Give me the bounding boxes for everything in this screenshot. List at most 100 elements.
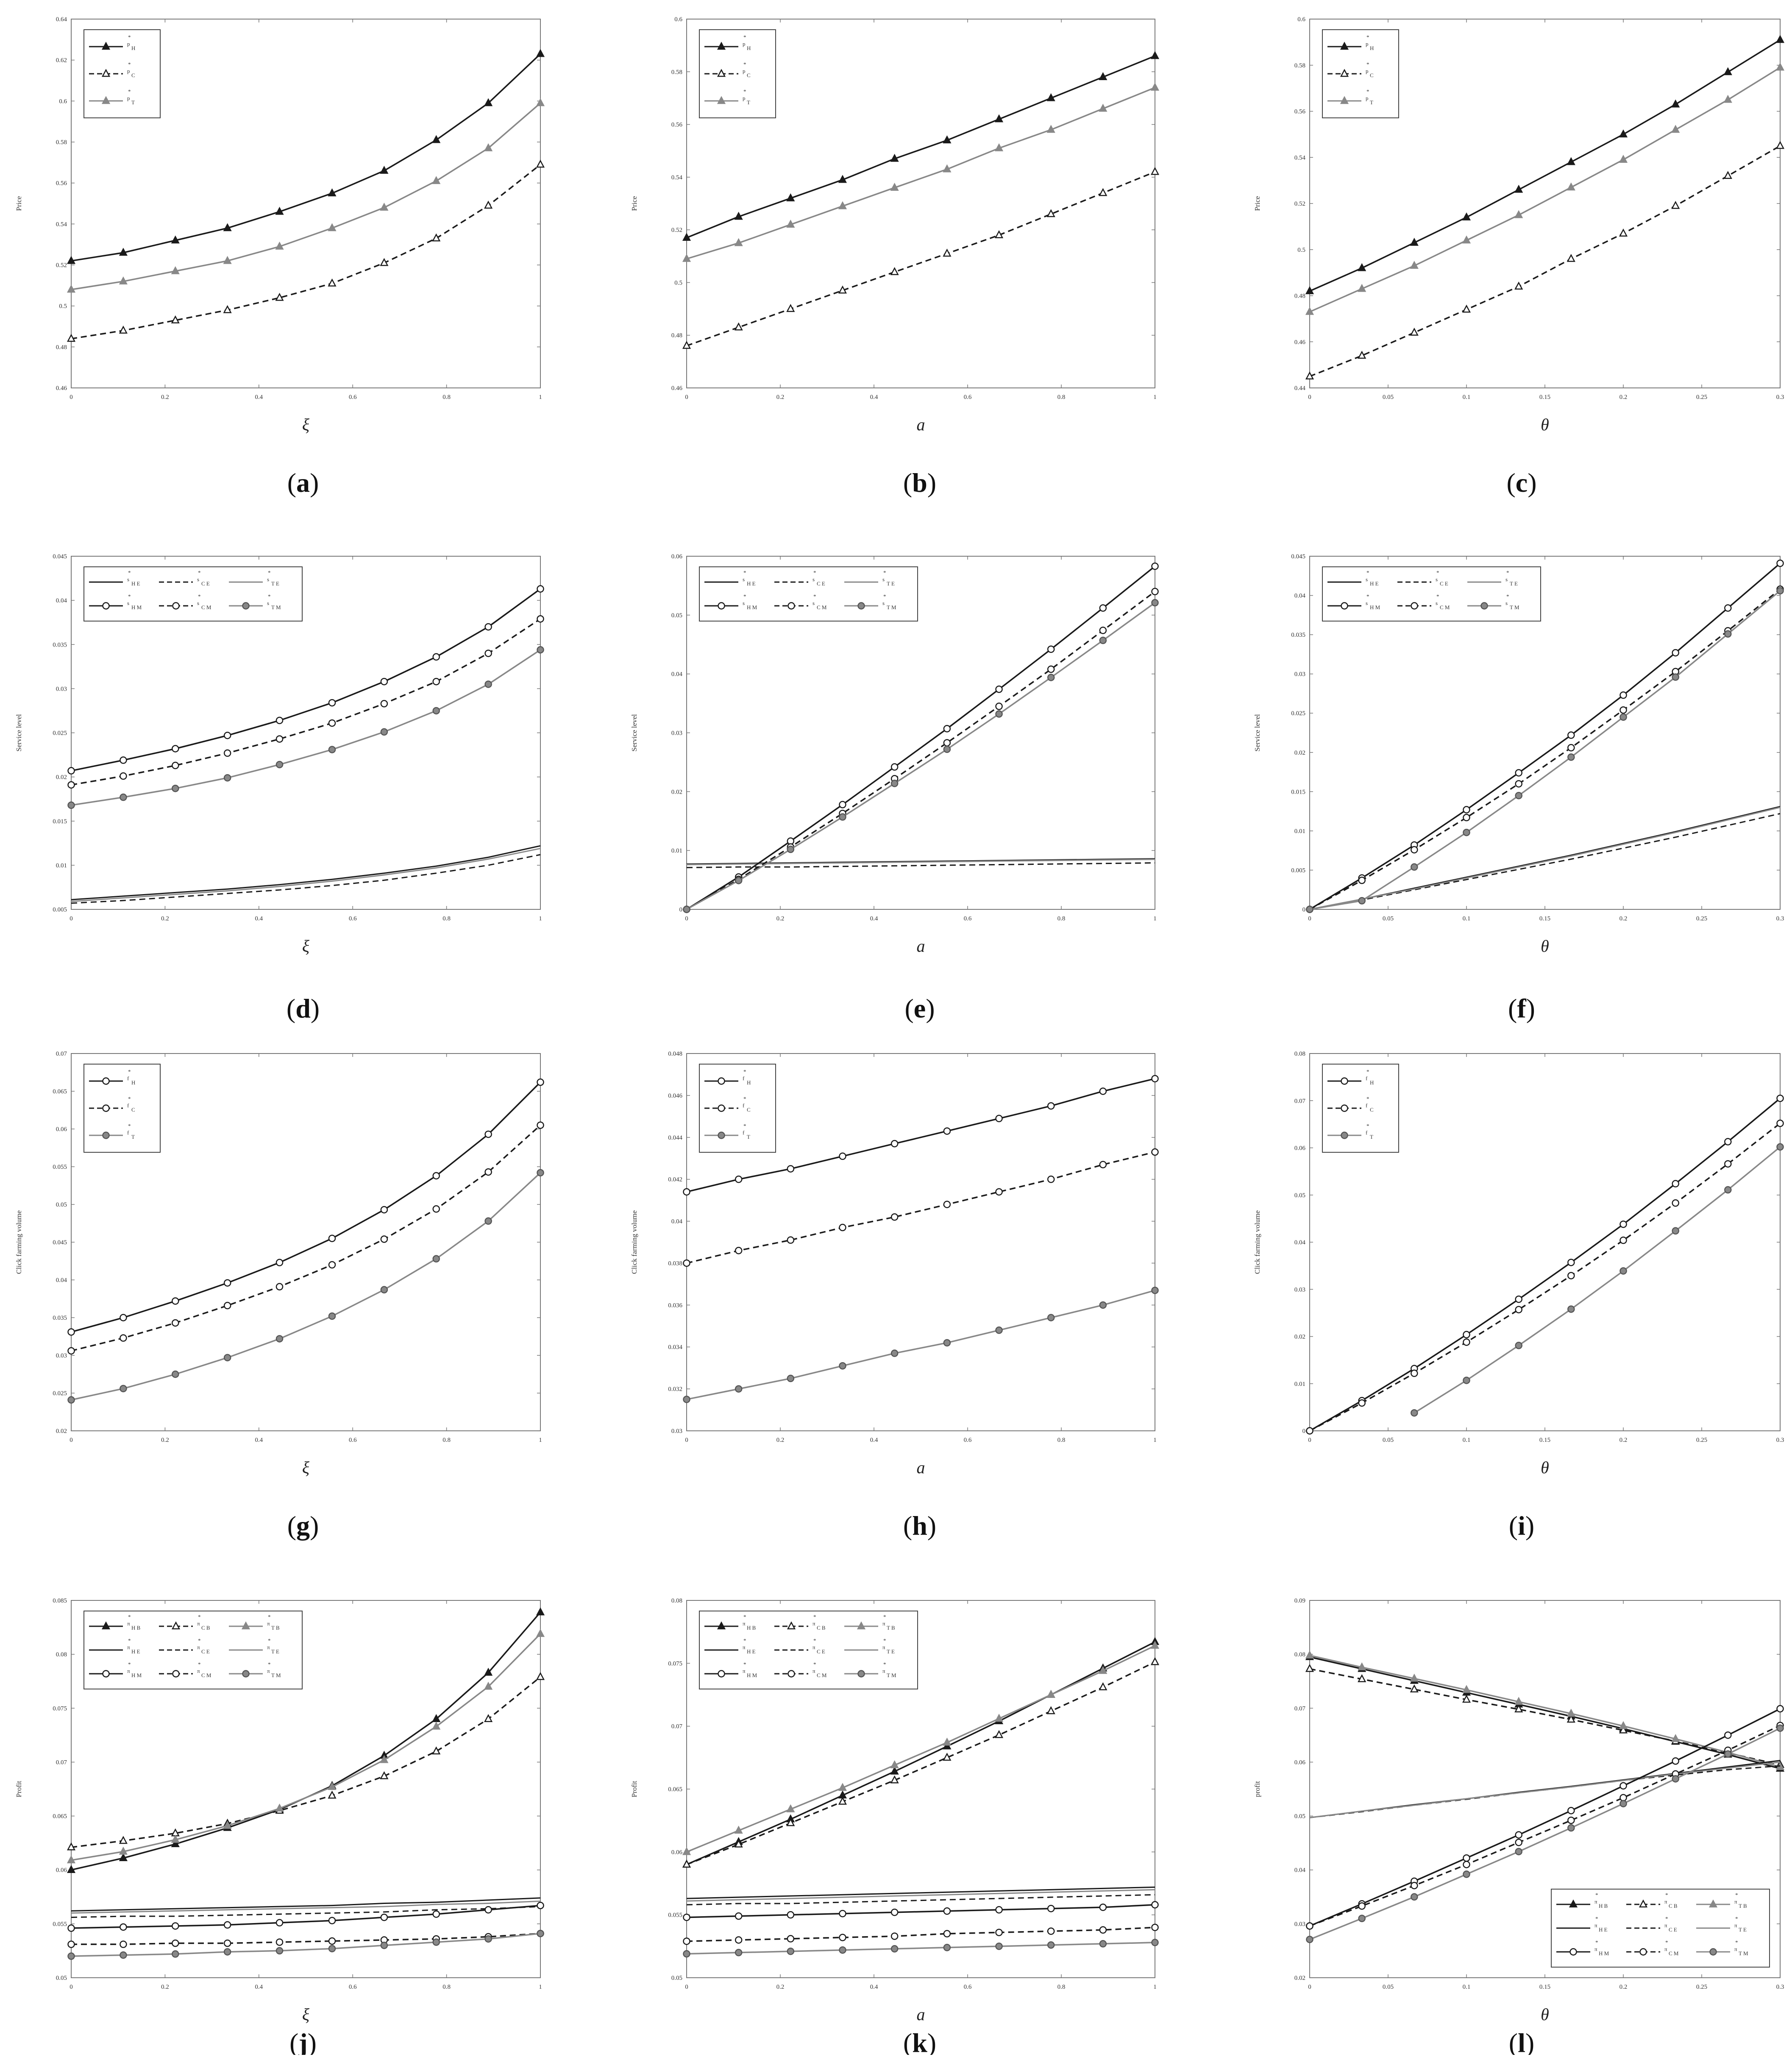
series-line [71,1897,541,1912]
data-point [484,143,493,151]
legend-star: * [743,1095,746,1102]
data-point [172,1370,179,1378]
data-point [223,305,232,313]
data-point [1410,237,1419,246]
y-tick-label: 0.025 [53,1390,67,1397]
data-point [484,98,493,106]
data-point [1462,1695,1471,1703]
y-tick-label: 0.58 [1294,62,1305,69]
series-s*CM [67,615,544,789]
data-point [943,1753,952,1761]
legend-marker [242,602,250,610]
data-point [536,1607,545,1616]
data-point [1515,769,1522,777]
x-axis-label: ξ [302,1458,310,1477]
panel-caption: (d) [287,993,320,1023]
series-line [71,845,541,900]
y-tick-label: 0.56 [1294,109,1306,115]
legend-subscript: H E [747,1648,756,1655]
chart-l: 0 0.05 0.1 0.15 0.2 0.25 0.3 0.02 0.03 0.04 0.05 0.… [1253,1597,1785,2057]
x-tick-label: 0.8 [442,394,451,401]
legend-subscript: H [747,45,751,51]
y-axis-label: Service level [1253,714,1261,752]
y-tick-label: 0.04 [671,671,683,678]
data-point [1567,1714,1575,1723]
panel-caption: (j) [289,2028,317,2055]
y-tick-label: 0.065 [668,1786,682,1793]
legend-star: * [1665,1939,1668,1946]
series-line [1309,67,1781,313]
data-point [536,159,545,168]
data-point [1724,1750,1732,1758]
x-axis-label: θ [1541,2005,1549,2024]
data-point [1775,35,1785,43]
data-point [223,256,232,264]
legend-label: s [267,600,269,606]
legend-subscript: H [747,1079,751,1086]
legend-marker [718,1104,725,1112]
data-point [1672,1199,1679,1207]
data-point [223,1939,231,1947]
legend-label: f [1366,1129,1368,1136]
data-point [682,340,691,349]
y-tick-label: 0 [679,906,683,913]
data-point [890,153,899,162]
series-line [1309,1098,1781,1432]
y-tick-label: 0.07 [1294,1705,1306,1712]
legend-star: * [268,593,271,599]
legend-star: * [1366,1123,1369,1129]
legend-marker [1341,1104,1348,1112]
data-point [328,188,337,197]
data-point [223,1921,231,1929]
data-point [943,248,952,257]
data-point [734,1839,743,1848]
y-tick-label: 0.46 [671,385,683,392]
chart-f: 0 0.05 0.1 0.15 0.2 0.25 0.3 0 0.005 0.01 0.015 0.0… [1253,553,1784,1023]
data-point [734,212,743,220]
y-tick-label: 0.52 [671,227,682,234]
legend-star: * [813,569,816,576]
data-point [787,1947,795,1955]
data-point [1567,1709,1575,1717]
data-point [67,1842,76,1851]
data-point [1411,1893,1418,1901]
legend-marker [857,1621,866,1630]
y-tick-label: 0.04 [56,597,67,604]
data-point [735,1948,743,1957]
series-π*CM [1306,1722,1784,1930]
data-point [734,238,743,246]
legend-subscript: T [131,1134,135,1140]
data-point [484,1681,493,1690]
x-tick-label: 0.15 [1539,1437,1550,1444]
y-tick-label: 0.01 [1294,828,1305,835]
legend-label: s [813,576,815,583]
series-line [686,1886,1155,1899]
x-axis-label: a [917,415,925,434]
x-tick-label: 0.25 [1696,394,1707,401]
legend-label: s [1436,576,1438,583]
legend-label: π [197,1668,200,1674]
legend-subscript: H [1370,45,1374,51]
data-point [890,1932,899,1940]
series-line [71,618,541,786]
data-point [890,1349,899,1357]
data-point [275,1283,284,1291]
x-tick-label: 0.1 [1463,915,1471,922]
legend-subscript: H M [1370,604,1380,610]
y-tick-label: 0.04 [671,1218,683,1225]
legend-marker [102,1077,110,1085]
data-point [1150,167,1160,175]
data-point [380,1913,388,1921]
data-point [275,241,284,250]
legend-subscript: C M [1669,1950,1679,1957]
data-point [67,1940,75,1948]
data-point [120,793,127,801]
series-π*TM [1306,1724,1784,1943]
y-tick-label: 0.065 [53,1088,67,1095]
data-point [1411,863,1418,871]
y-tick-label: 0.015 [1291,789,1305,795]
series-p*T [1305,62,1785,315]
data-point [839,1224,846,1232]
data-point [1462,235,1471,244]
